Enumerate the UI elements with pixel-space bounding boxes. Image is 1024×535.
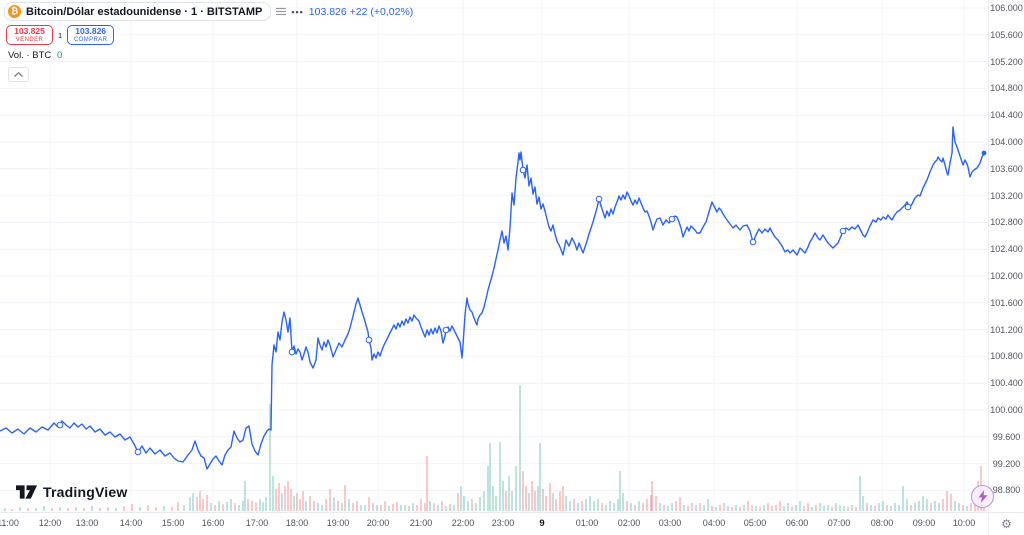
price-tick-label: 106.000 <box>990 3 1023 13</box>
price-tick-label: 105.600 <box>990 29 1023 40</box>
collapse-legend-button[interactable] <box>8 67 29 82</box>
volume-value: 0 <box>56 50 63 61</box>
price-chart-canvas[interactable] <box>0 0 988 512</box>
time-tick-label: 20:00 <box>366 518 390 528</box>
volume-layer <box>4 385 985 511</box>
time-tick-label: 16:00 <box>201 518 225 528</box>
chevron-up-icon <box>14 72 23 77</box>
price-axis-separator <box>988 0 989 535</box>
time-tick-label: 02:00 <box>617 518 641 528</box>
buy-price: 103.826 <box>75 26 107 37</box>
symbol-button[interactable]: ₿ Bitcoin/Dólar estadounidense · 1 · BIT… <box>4 2 272 21</box>
price-tick-label: 99.200 <box>992 458 1021 469</box>
time-tick-label: 10:00 <box>952 518 976 528</box>
time-tick-label: 12:00 <box>38 518 62 528</box>
time-tick-label: 19:00 <box>326 518 350 528</box>
price-tick-label: 100.800 <box>990 351 1023 362</box>
time-tick-label: 01:00 <box>575 518 599 528</box>
time-tick-label: 04:00 <box>702 518 726 528</box>
price-tick-label: 102.800 <box>990 217 1023 228</box>
price-change: +22 <box>349 5 368 18</box>
price-tick-label: 105.200 <box>990 56 1023 67</box>
chart-legend: ₿ Bitcoin/Dólar estadounidense · 1 · BIT… <box>4 2 413 82</box>
axis-settings-corner[interactable]: ⚙ <box>989 513 1024 535</box>
volume-label: Vol. · BTC <box>8 50 52 61</box>
quote-readout: 103.826 +22 (+0,02%) <box>309 6 414 18</box>
last-price-dot <box>981 150 987 156</box>
price-tick-label: 100.400 <box>990 378 1023 389</box>
price-change-pct: (+0,02%) <box>370 5 414 18</box>
time-axis[interactable]: 11:00 12:00 13:00 14:00 15:00 16:00 17:00 18:00… <box>0 513 988 535</box>
time-tick-label: 11:00 <box>0 518 19 528</box>
spread-value: 1 <box>58 30 63 40</box>
price-tick-label: 101.600 <box>990 297 1023 308</box>
lightning-icon <box>978 490 987 503</box>
last-price: 103.826 <box>308 5 347 18</box>
time-tick-label: 03:00 <box>658 518 682 528</box>
time-tick-label: 06:00 <box>785 518 809 528</box>
price-tick-label: 98.800 <box>992 485 1021 496</box>
time-tick-label: 17:00 <box>245 518 269 528</box>
time-tick-label: 18:00 <box>285 518 309 528</box>
buy-button[interactable]: 103.826 COMPRAR <box>67 25 115 45</box>
grid-layer <box>0 0 988 512</box>
tradingview-logo-text: TradingView <box>43 484 128 500</box>
time-tick-label: 05:00 <box>743 518 767 528</box>
buy-label: COMPRAR <box>73 36 108 43</box>
sell-label: VENDER <box>15 36 44 43</box>
price-tick-label: 103.200 <box>990 190 1023 201</box>
price-tick-label: 100.000 <box>990 405 1023 415</box>
price-line <box>0 126 985 470</box>
volume-study-row: Vol. · BTC 0 <box>8 50 413 61</box>
symbol-title: Bitcoin/Dólar estadounidense · 1 · BITST… <box>26 5 263 18</box>
tradingview-watermark[interactable]: TradingView <box>16 484 127 500</box>
time-tick-label: 23:00 <box>491 518 515 528</box>
time-tick-label: 21:00 <box>409 518 433 528</box>
price-axis[interactable]: 106.000 105.600 105.200 104.800 104.400 104.0… <box>989 0 1024 512</box>
time-axis-separator <box>0 512 1024 513</box>
price-tick-label: 102.400 <box>990 244 1023 255</box>
time-tick-label: 09:00 <box>912 518 936 528</box>
line-markers <box>56 166 912 456</box>
time-tick-label: 22:00 <box>451 518 475 528</box>
time-tick-label: 07:00 <box>827 518 851 528</box>
bitcoin-icon: ₿ <box>8 5 21 18</box>
boost-button[interactable] <box>971 485 994 508</box>
tradingview-logo-icon <box>16 485 37 499</box>
price-tick-label: 101.200 <box>990 324 1023 335</box>
time-tick-label: 13:00 <box>75 518 99 528</box>
price-tick-label: 104.400 <box>990 110 1023 121</box>
gear-icon[interactable]: ⚙ <box>1001 517 1012 531</box>
time-tick-label: 14:00 <box>119 518 143 528</box>
sell-button[interactable]: 103.825 VENDER <box>6 25 53 45</box>
price-tick-label: 99.600 <box>992 431 1021 442</box>
time-tick-label: 08:00 <box>870 518 894 528</box>
price-tick-label: 104.800 <box>990 83 1023 94</box>
sell-price: 103.825 <box>14 26 45 37</box>
price-tick-label: 104.000 <box>990 137 1023 147</box>
time-tick-label: 9 <box>539 518 545 529</box>
price-tick-label: 102.000 <box>990 271 1023 281</box>
legend-settings-icon[interactable] <box>276 7 287 16</box>
more-options-button[interactable]: ••• <box>291 6 304 17</box>
price-tick-label: 103.600 <box>990 163 1023 174</box>
time-tick-label: 15:00 <box>161 518 185 528</box>
